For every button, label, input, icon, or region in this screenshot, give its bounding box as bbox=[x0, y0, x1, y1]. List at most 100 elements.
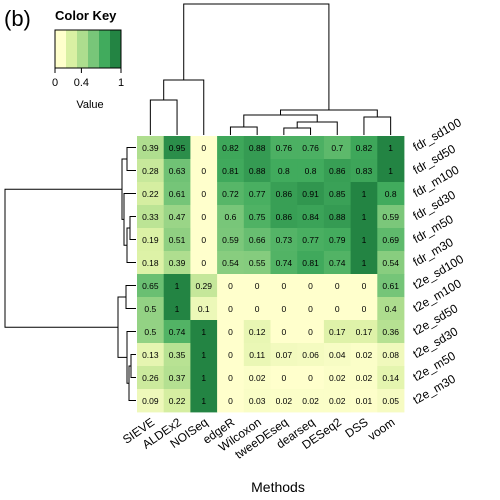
cell-value-label: 0 bbox=[228, 350, 233, 360]
cell-value-label: 1 bbox=[362, 235, 367, 245]
column-label: DSS bbox=[342, 415, 370, 441]
cell-value-label: 0 bbox=[308, 327, 313, 337]
cell-value-label: 0.95 bbox=[169, 143, 186, 153]
dendrogram-branch bbox=[130, 217, 136, 240]
cell-value-label: 0 bbox=[228, 373, 233, 383]
cell-value-label: 0.82 bbox=[222, 143, 239, 153]
cell-value-label: 0.7 bbox=[331, 143, 343, 153]
cell-value-label: 0 bbox=[308, 281, 313, 291]
cell-value-label: 0 bbox=[228, 396, 233, 406]
cell-value-label: 0.39 bbox=[142, 143, 159, 153]
cell-value-label: 0.02 bbox=[249, 373, 266, 383]
cell-value-label: 0.14 bbox=[382, 373, 399, 383]
cell-value-label: 0.19 bbox=[142, 235, 159, 245]
cell-value-label: 0.76 bbox=[302, 143, 319, 153]
cell-value-label: 0.8 bbox=[385, 189, 397, 199]
cell-value-label: 0.8 bbox=[278, 166, 290, 176]
cell-value-label: 0 bbox=[201, 235, 206, 245]
cell-value-label: 0.54 bbox=[382, 258, 399, 268]
color-key-tick-label: 1 bbox=[118, 77, 124, 89]
cell-value-label: 0.81 bbox=[222, 166, 239, 176]
cell-value-label: 0.66 bbox=[249, 235, 266, 245]
cell-value-label: 0.84 bbox=[302, 212, 319, 222]
cell-value-label: 0.88 bbox=[249, 166, 266, 176]
cell-value-label: 0 bbox=[281, 281, 286, 291]
cell-value-label: 0.65 bbox=[142, 281, 159, 291]
cell-value-label: 0 bbox=[281, 327, 286, 337]
row-dendrogram bbox=[5, 148, 136, 401]
cell-value-label: 0 bbox=[362, 281, 367, 291]
cell-value-label: 1 bbox=[175, 281, 180, 291]
cell-value-label: 0.77 bbox=[302, 235, 319, 245]
dendrogram-branch bbox=[129, 366, 136, 401]
cell-value-label: 0.26 bbox=[142, 373, 159, 383]
cell-value-label: 0.74 bbox=[329, 258, 346, 268]
dendrogram-branch bbox=[131, 355, 136, 378]
cell-value-label: 0.06 bbox=[302, 350, 319, 360]
cell-value-label: 0.02 bbox=[356, 373, 373, 383]
cell-value-label: 0.83 bbox=[356, 166, 373, 176]
dendrogram-branch bbox=[284, 128, 311, 135]
color-key-swatch bbox=[88, 30, 99, 68]
cell-value-label: 0.82 bbox=[356, 143, 373, 153]
column-label: voom bbox=[365, 415, 397, 443]
cell-value-label: 1 bbox=[388, 143, 393, 153]
cell-value-label: 0.03 bbox=[249, 396, 266, 406]
row-label: fdr_sd100 bbox=[411, 115, 465, 154]
cell-value-label: 0.35 bbox=[169, 350, 186, 360]
cell-value-label: 0.04 bbox=[329, 350, 346, 360]
dendrogram-branch bbox=[127, 148, 136, 171]
cell-value-label: 0 bbox=[281, 304, 286, 314]
cell-value-label: 0 bbox=[335, 281, 340, 291]
cell-value-label: 0.17 bbox=[329, 327, 346, 337]
cell-value-label: 0.02 bbox=[356, 350, 373, 360]
row-labels: fdr_sd100fdr_sd50fdr_m100fdr_sd30fdr_m50… bbox=[411, 115, 467, 407]
cell-value-label: 0 bbox=[228, 281, 233, 291]
cell-value-label: 1 bbox=[362, 258, 367, 268]
color-key-swatch bbox=[77, 30, 88, 68]
cell-value-label: 0.74 bbox=[169, 327, 186, 337]
cell-value-label: 1 bbox=[201, 373, 206, 383]
cell-value-label: 0.1 bbox=[198, 304, 210, 314]
cell-value-label: 1 bbox=[201, 327, 206, 337]
color-key-ticks: 0 0.4 1 bbox=[52, 68, 124, 89]
cell-value-label: 0 bbox=[281, 373, 286, 383]
dendrogram-branch bbox=[230, 127, 257, 135]
cell-value-label: 0.85 bbox=[329, 189, 346, 199]
cell-value-label: 0.8 bbox=[305, 166, 317, 176]
color-key-swatch bbox=[55, 30, 66, 68]
cell-value-label: 0.79 bbox=[329, 235, 346, 245]
column-dendrogram bbox=[150, 4, 390, 135]
cell-value-label: 0.6 bbox=[225, 212, 237, 222]
cell-value-label: 1 bbox=[362, 189, 367, 199]
cell-value-label: 0.88 bbox=[249, 143, 266, 153]
cell-value-label: 0.08 bbox=[382, 350, 399, 360]
cell-value-label: 0.09 bbox=[142, 396, 159, 406]
cell-value-label: 0.17 bbox=[356, 327, 373, 337]
color-key-swatch bbox=[99, 30, 110, 68]
cell-value-label: 0.5 bbox=[144, 327, 156, 337]
cell-value-label: 0.07 bbox=[276, 350, 293, 360]
cell-value-label: 0.75 bbox=[249, 212, 266, 222]
cell-value-label: 0 bbox=[335, 304, 340, 314]
color-key-title: Color Key bbox=[55, 8, 117, 23]
cell-value-label: 0 bbox=[255, 304, 260, 314]
cell-value-label: 0.39 bbox=[169, 258, 186, 268]
color-key-tick-label: 0.4 bbox=[74, 77, 89, 89]
dendrogram-branch bbox=[244, 115, 317, 127]
color-key-swatch bbox=[110, 30, 121, 68]
cell-value-label: 0 bbox=[201, 258, 206, 268]
cell-value-label: 1 bbox=[201, 350, 206, 360]
cell-value-label: 0 bbox=[255, 281, 260, 291]
cell-value-label: 0.05 bbox=[382, 396, 399, 406]
cell-value-label: 0 bbox=[201, 143, 206, 153]
cell-value-label: 0.63 bbox=[169, 166, 186, 176]
cell-value-label: 0 bbox=[228, 304, 233, 314]
color-key: Color Key 0 0.4 1 Value bbox=[52, 8, 124, 111]
cell-value-label: 0.69 bbox=[382, 235, 399, 245]
cell-value-label: 0.74 bbox=[276, 258, 293, 268]
cell-value-label: 0.72 bbox=[222, 189, 239, 199]
cell-value-label: 0 bbox=[201, 212, 206, 222]
dendrogram-branch bbox=[150, 100, 177, 135]
